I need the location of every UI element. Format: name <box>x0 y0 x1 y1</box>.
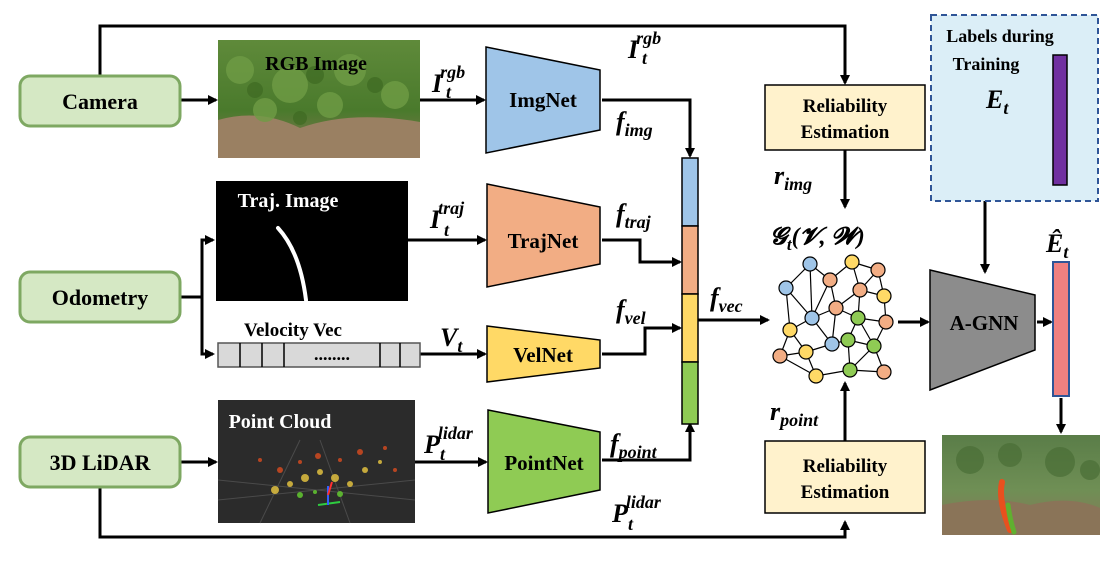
velnet-block: VelNet <box>486 325 601 383</box>
output-image <box>942 435 1100 535</box>
graph-node <box>828 300 844 316</box>
graph-nodes <box>772 254 894 384</box>
graph-edge <box>809 263 813 319</box>
graph-node <box>876 288 892 304</box>
svg-text:t: t <box>446 82 452 102</box>
imgnet-block: ImgNet <box>485 46 601 154</box>
graph-node <box>782 322 798 338</box>
graph-node <box>804 310 820 326</box>
rgb-image-label: RGB Image <box>265 53 367 75</box>
svg-text:fvel: fvel <box>616 295 646 328</box>
svg-text:Plidar: Plidar <box>611 492 662 528</box>
svg-text:Irgb: Irgb <box>627 28 661 64</box>
label-i-traj: Itraj t <box>429 198 465 240</box>
point-cloud-label: Point Cloud <box>229 411 332 433</box>
svg-text:t: t <box>440 444 446 464</box>
reliability-estimation-bottom: Reliability Estimation <box>764 440 926 514</box>
label-i-rgb-top: Irgb t <box>627 28 661 68</box>
svg-text:t: t <box>444 220 450 240</box>
point-cloud-image: Point Cloud <box>217 400 416 524</box>
label-r-img: rimg <box>774 161 812 194</box>
svg-text:t: t <box>628 514 634 534</box>
trajnet-label: TrajNet <box>508 229 579 253</box>
graph <box>772 254 894 384</box>
velocity-vector: Velocity Vec ........ <box>217 320 421 368</box>
svg-text:rimg: rimg <box>774 161 812 194</box>
svg-text:Et: Et <box>985 85 1009 118</box>
output-bar <box>1052 261 1070 397</box>
lidar-label: 3D LiDAR <box>50 450 152 475</box>
feature-vector <box>681 157 699 425</box>
graph-node <box>870 262 886 278</box>
graph-node <box>866 338 882 354</box>
svg-text:𝓖t(𝓥, 𝓦): 𝓖t(𝓥, 𝓦) <box>770 224 865 254</box>
labels-during-training-box: Labels during Training <box>930 14 1099 202</box>
velnet-label: VelNet <box>513 343 573 367</box>
svg-text:Plidar: Plidar <box>423 423 474 459</box>
svg-text:Êt: Êt <box>1045 229 1069 262</box>
velocity-dots: ........ <box>314 344 350 364</box>
labels-line1: Labels during <box>946 26 1054 46</box>
graph-node <box>842 362 858 378</box>
svg-text:fpoint: fpoint <box>610 429 658 462</box>
graph-node <box>850 310 866 326</box>
labels-line2: Training <box>953 54 1020 74</box>
graph-node <box>802 256 818 272</box>
pointnet-block: PointNet <box>487 409 601 514</box>
reliability-top-line2: Estimation <box>801 122 890 143</box>
camera-label: Camera <box>62 89 138 114</box>
svg-text:t: t <box>642 48 648 68</box>
label-f-img: fimg <box>616 107 653 140</box>
reliability-estimation-top: Reliability Estimation <box>764 84 926 151</box>
graph-node <box>876 364 892 380</box>
reliability-bottom-line2: Estimation <box>801 482 890 503</box>
label-v-t: Vt <box>440 323 463 356</box>
graph-node <box>772 348 788 364</box>
svg-text:fvec: fvec <box>710 283 743 316</box>
label-e-t: Et <box>985 85 1009 118</box>
rgb-image: RGB Image <box>218 40 420 158</box>
traj-image: Traj. Image <box>216 181 408 302</box>
graph-node <box>878 314 894 330</box>
label-bar <box>1052 54 1068 186</box>
graph-node <box>844 254 860 270</box>
svg-text:rpoint: rpoint <box>770 397 819 430</box>
svg-text:ftraj: ftraj <box>616 199 652 232</box>
reliability-bottom-line1: Reliability <box>803 456 888 477</box>
label-r-point: rpoint <box>770 397 819 430</box>
svg-text:Irgb: Irgb <box>431 62 465 98</box>
agnn-label: A-GNN <box>950 311 1019 335</box>
label-p-lidar-left: Plidar t <box>423 423 474 464</box>
label-f-traj: ftraj <box>616 199 652 232</box>
odometry-label: Odometry <box>52 285 149 310</box>
trajnet-block: TrajNet <box>486 183 601 288</box>
label-e-hat-t: Êt <box>1045 229 1069 262</box>
label-f-vec: fvec <box>710 283 743 316</box>
label-f-vel: fvel <box>616 295 646 328</box>
svg-text:Itraj: Itraj <box>429 198 465 234</box>
label-p-lidar-bottom: Plidar t <box>611 492 662 534</box>
label-f-point: fpoint <box>610 429 658 462</box>
imgnet-label: ImgNet <box>509 88 577 112</box>
camera-sensor: Camera <box>18 74 182 128</box>
velocity-vec-label: Velocity Vec <box>244 320 342 341</box>
traj-image-label: Traj. Image <box>238 190 339 212</box>
label-i-rgb-left: Irgb t <box>431 62 465 102</box>
graph-node <box>852 282 868 298</box>
graph-node <box>798 344 814 360</box>
reliability-top-line1: Reliability <box>803 96 888 117</box>
svg-text:Vt: Vt <box>440 323 463 356</box>
graph-node <box>840 332 856 348</box>
odometry-sensor: Odometry <box>18 270 182 324</box>
lidar-sensor: 3D LiDAR <box>18 435 182 489</box>
svg-text:fimg: fimg <box>616 107 653 140</box>
pointnet-label: PointNet <box>504 451 583 475</box>
graph-node <box>778 280 794 296</box>
graph-node <box>808 368 824 384</box>
graph-node <box>822 272 838 288</box>
label-graph: 𝓖t(𝓥, 𝓦) <box>770 224 865 254</box>
graph-node <box>824 336 840 352</box>
agnn-block: A-GNN <box>929 269 1036 392</box>
